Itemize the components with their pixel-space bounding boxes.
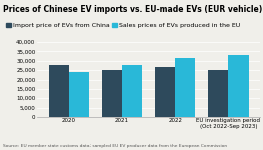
Bar <box>155 67 175 117</box>
Bar <box>69 72 89 117</box>
Bar <box>122 64 142 117</box>
Legend: Import price of EVs from China, Sales prices of EVs produced in the EU: Import price of EVs from China, Sales pr… <box>6 23 240 28</box>
Bar <box>229 55 249 117</box>
Text: Source: EU member state customs data; sampled EU EV producer data from the Europ: Source: EU member state customs data; sa… <box>3 144 227 148</box>
Bar <box>208 70 229 117</box>
Bar <box>175 58 195 117</box>
Bar <box>49 64 69 117</box>
Bar <box>102 70 122 117</box>
Text: Prices of Chinese EV imports vs. EU-made EVs (EUR vehicle): Prices of Chinese EV imports vs. EU-made… <box>3 4 262 14</box>
